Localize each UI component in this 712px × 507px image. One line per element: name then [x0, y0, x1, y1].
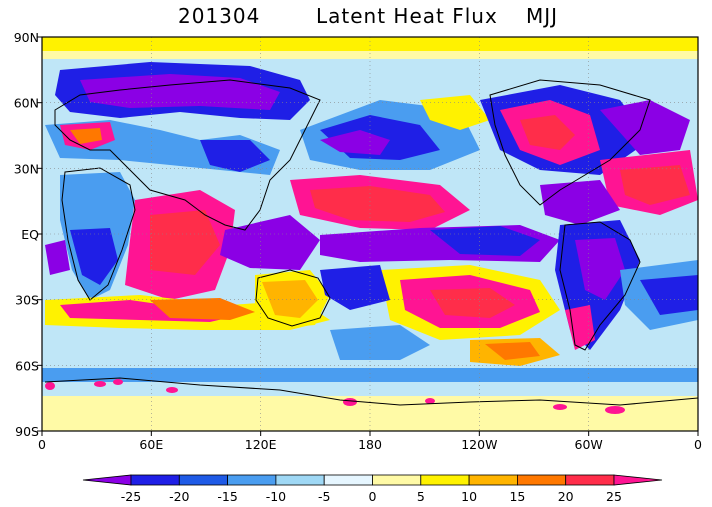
colorbar-box [323, 474, 373, 486]
colorbar-box [372, 474, 422, 486]
lon-tick-label: 120W [461, 437, 497, 452]
title-season: MJJ [526, 4, 559, 28]
colorbar-tick-label: -25 [121, 489, 141, 504]
lon-tick-label: 0 [694, 437, 702, 452]
lat-tick-label: 60S [15, 358, 39, 373]
lon-tick-label: 0 [38, 437, 46, 452]
title-variable: Latent Heat Flux [316, 4, 498, 28]
colorbar-box [227, 474, 277, 486]
colorbar-box [178, 474, 229, 486]
lat-tick-label: 90N [14, 30, 39, 45]
colorbar-tick-label: -5 [318, 489, 330, 504]
latitude-axis: 90N 60N 30N EQ 30S 60S 90S [14, 30, 42, 439]
coastlines [44, 79, 698, 406]
lon-tick-label: 180 [358, 437, 382, 452]
colorbar-tick-label: 25 [606, 489, 622, 504]
colorbar-tick-label: -15 [217, 489, 237, 504]
colorbar-end-high [613, 474, 663, 486]
colorbar-box [420, 474, 470, 486]
lat-tick-label: 60N [14, 96, 39, 111]
lon-tick-label: 120E [245, 437, 277, 452]
map-title: 201304 Latent Heat Flux MJJ [0, 4, 712, 32]
colorbar-tick-label: 15 [509, 489, 525, 504]
lat-tick-label: EQ [21, 227, 39, 242]
colorbar-box [468, 474, 518, 486]
longitude-axis: 0 60E 120E 180 120W 60W 0 [38, 431, 702, 452]
colorbar-box [517, 474, 567, 486]
colorbar-tick-label: 10 [461, 489, 477, 504]
lon-tick-label: 60W [575, 437, 603, 452]
graticule [42, 37, 698, 431]
colorbar-tick-label: 5 [417, 489, 425, 504]
colorbar: -25 -20 -15 -10 -5 0 5 10 15 20 25 [82, 474, 663, 504]
colorbar-box [275, 474, 325, 486]
lat-tick-label: 30S [15, 293, 39, 308]
lon-tick-label: 60E [139, 437, 163, 452]
lat-tick-label: 90S [15, 424, 39, 439]
colorbar-box [130, 474, 180, 486]
colorbar-tick-label: 0 [369, 489, 377, 504]
lat-tick-label: 30N [14, 161, 39, 176]
colorbar-tick-label: 20 [558, 489, 574, 504]
colorbar-end-low [82, 474, 132, 486]
colorbar-tick-label: -20 [169, 489, 189, 504]
colorbar-tick-label: -10 [266, 489, 286, 504]
title-date: 201304 [178, 4, 261, 28]
colorbar-box [565, 474, 615, 486]
